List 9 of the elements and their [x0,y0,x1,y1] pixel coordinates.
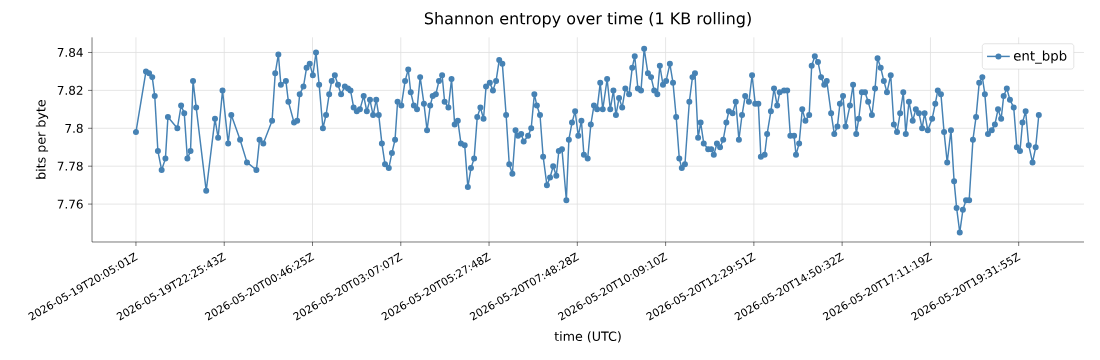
y-tick-label: 7.84 [57,47,83,58]
y-axis-title: bits per byte [35,100,49,179]
legend-label: ent_bpb [1013,50,1067,64]
chart-title: Shannon entropy over time (1 KB rolling) [424,12,751,28]
y-tick-label: 7.78 [57,161,83,171]
y-tick-label: 7.82 [57,85,83,95]
x-axis-title: time (UTC) [554,331,621,343]
y-tick-label: 7.8 [65,123,83,133]
y-tick-label: 7.76 [57,199,83,209]
